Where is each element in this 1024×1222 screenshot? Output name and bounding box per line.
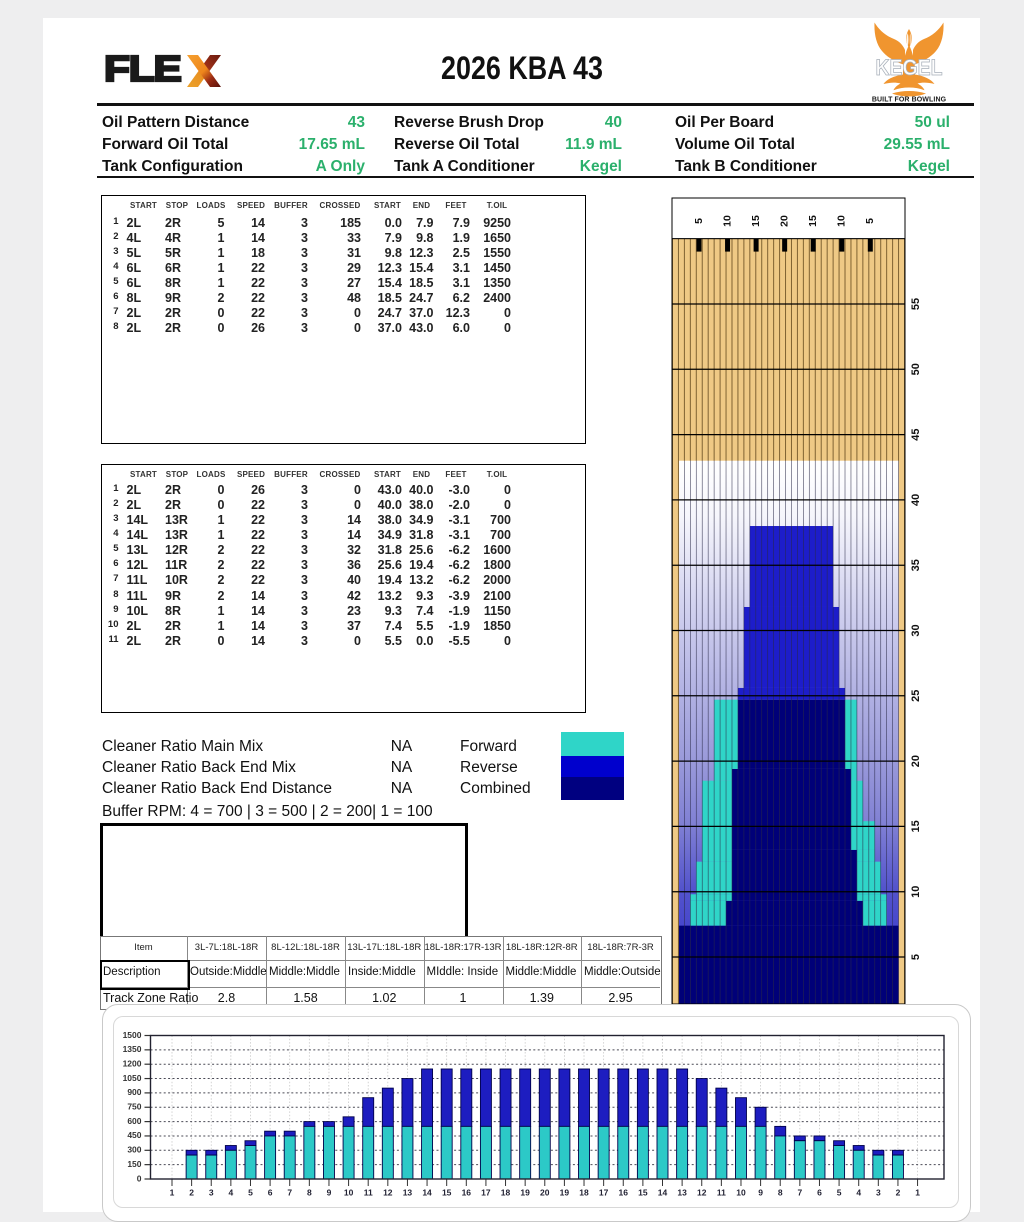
svg-text:2: 2	[896, 1188, 901, 1198]
svg-text:8: 8	[778, 1188, 783, 1198]
svg-text:5: 5	[837, 1188, 842, 1198]
svg-text:1: 1	[170, 1188, 175, 1198]
svg-text:15: 15	[807, 215, 819, 227]
svg-text:13: 13	[403, 1188, 413, 1198]
svg-text:750: 750	[127, 1102, 141, 1112]
svg-text:16: 16	[619, 1188, 629, 1198]
svg-text:6: 6	[268, 1188, 273, 1198]
svg-text:1500: 1500	[123, 1030, 142, 1040]
svg-text:1050: 1050	[123, 1073, 142, 1083]
svg-text:900: 900	[127, 1087, 141, 1097]
svg-text:KEGEL: KEGEL	[876, 55, 943, 80]
svg-text:15: 15	[638, 1188, 648, 1198]
svg-text:8: 8	[307, 1188, 312, 1198]
svg-text:4: 4	[228, 1188, 233, 1198]
svg-text:1200: 1200	[123, 1058, 142, 1068]
svg-text:18: 18	[501, 1188, 511, 1198]
svg-text:5: 5	[248, 1188, 253, 1198]
svg-text:45: 45	[910, 428, 922, 440]
svg-text:40: 40	[910, 494, 922, 506]
svg-text:2: 2	[189, 1188, 194, 1198]
svg-text:15: 15	[442, 1188, 452, 1198]
svg-text:12: 12	[697, 1188, 707, 1198]
svg-text:19: 19	[520, 1188, 530, 1198]
svg-text:10: 10	[344, 1188, 354, 1198]
svg-text:0: 0	[137, 1173, 142, 1183]
svg-text:19: 19	[560, 1188, 570, 1198]
svg-text:9: 9	[327, 1188, 332, 1198]
svg-text:15: 15	[910, 820, 922, 832]
svg-text:5: 5	[864, 218, 876, 224]
svg-text:18: 18	[579, 1188, 589, 1198]
svg-text:450: 450	[127, 1130, 141, 1140]
svg-text:6: 6	[817, 1188, 822, 1198]
svg-text:50: 50	[910, 363, 922, 375]
svg-text:14: 14	[658, 1188, 668, 1198]
svg-text:14: 14	[422, 1188, 432, 1198]
svg-text:12: 12	[383, 1188, 393, 1198]
svg-text:17: 17	[481, 1188, 491, 1198]
svg-text:11: 11	[717, 1188, 726, 1198]
svg-text:600: 600	[127, 1116, 141, 1126]
svg-text:10: 10	[836, 215, 848, 227]
svg-text:5: 5	[693, 218, 705, 224]
svg-text:BUILT FOR BOWLING: BUILT FOR BOWLING	[872, 97, 947, 104]
svg-text:7: 7	[797, 1188, 802, 1198]
svg-text:4: 4	[856, 1188, 861, 1198]
svg-text:3: 3	[876, 1188, 881, 1198]
svg-text:10: 10	[736, 1188, 746, 1198]
svg-text:300: 300	[127, 1145, 141, 1155]
svg-text:11: 11	[364, 1188, 373, 1198]
svg-text:25: 25	[910, 690, 922, 702]
svg-text:7: 7	[287, 1188, 292, 1198]
svg-text:1350: 1350	[123, 1044, 142, 1054]
svg-text:20: 20	[910, 755, 922, 767]
svg-text:3: 3	[209, 1188, 214, 1198]
svg-text:10: 10	[910, 886, 922, 898]
svg-text:9: 9	[758, 1188, 763, 1198]
svg-text:15: 15	[750, 215, 762, 227]
svg-text:13: 13	[677, 1188, 687, 1198]
svg-text:5: 5	[910, 954, 922, 960]
svg-text:35: 35	[910, 559, 922, 571]
svg-text:55: 55	[910, 298, 922, 310]
svg-text:17: 17	[599, 1188, 609, 1198]
svg-text:20: 20	[540, 1188, 550, 1198]
svg-text:150: 150	[127, 1159, 141, 1169]
svg-text:20: 20	[778, 215, 790, 227]
svg-text:1: 1	[915, 1188, 920, 1198]
svg-text:30: 30	[910, 624, 922, 636]
svg-text:16: 16	[462, 1188, 472, 1198]
svg-text:10: 10	[721, 215, 733, 227]
